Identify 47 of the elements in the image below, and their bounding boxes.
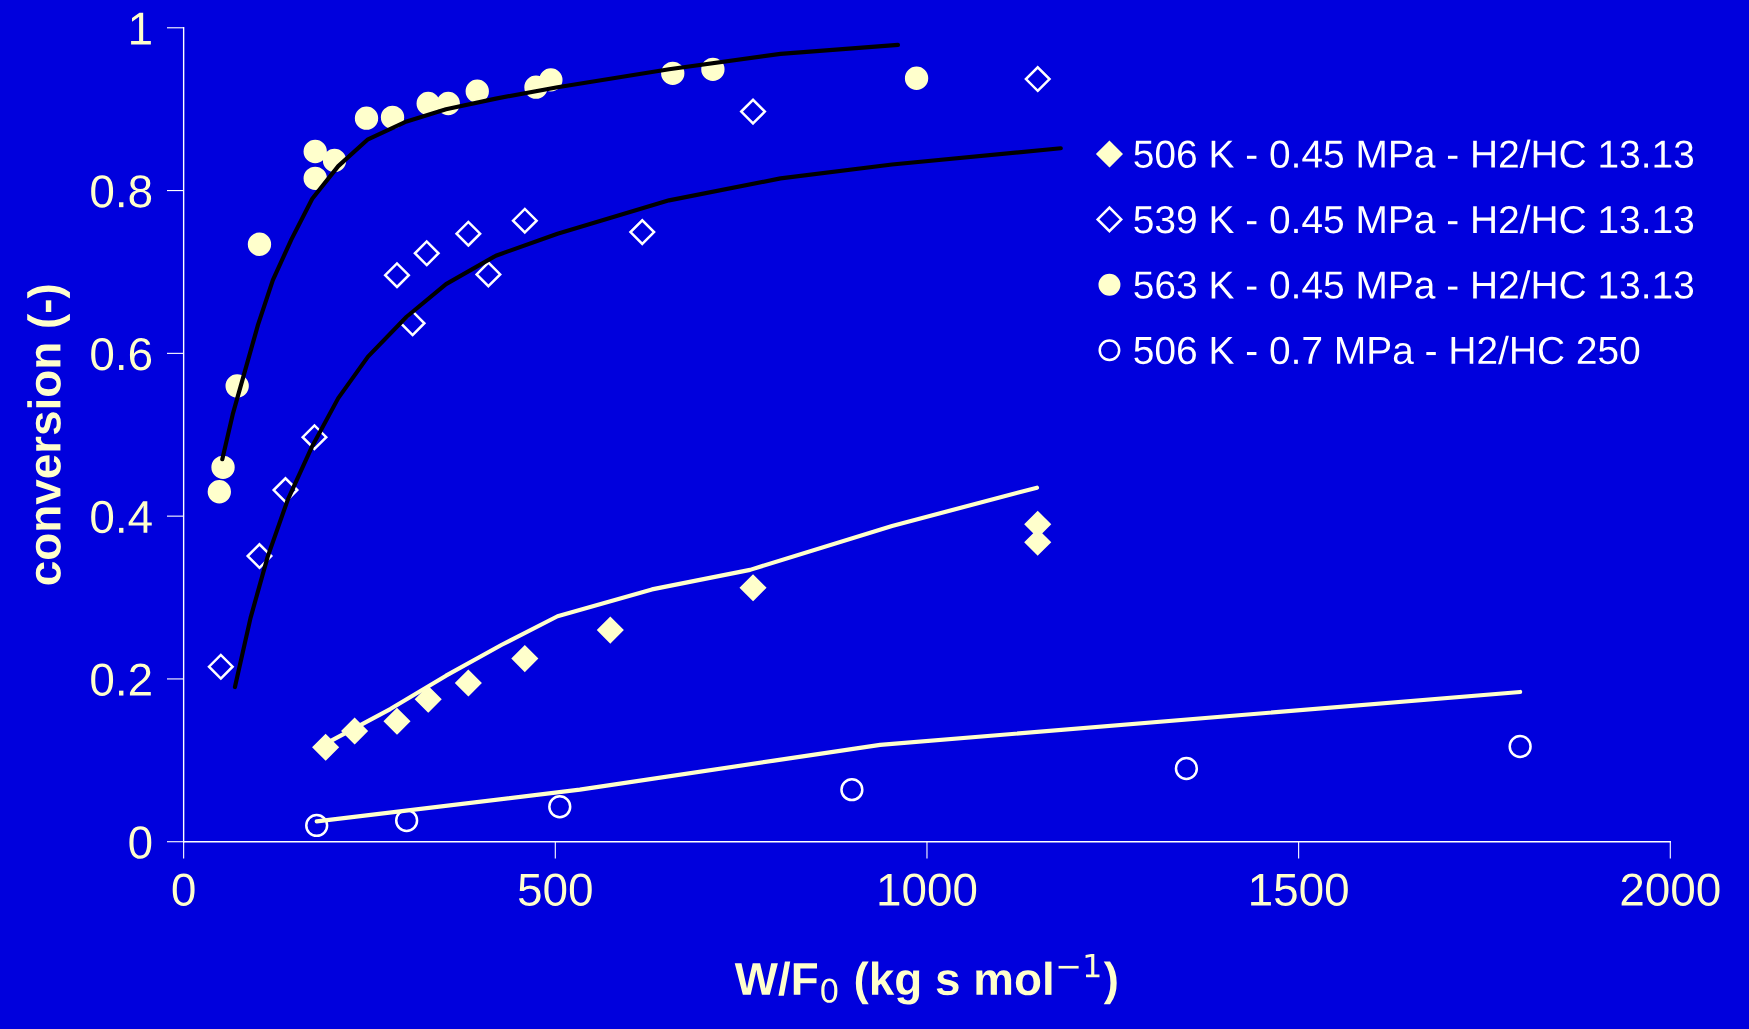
y-tick-label: 0	[129, 826, 152, 859]
x-tick-label: 0	[172, 873, 195, 906]
x-tick-label: 500	[518, 873, 592, 906]
point	[413, 240, 440, 267]
y-tick-label: 0.8	[91, 175, 152, 208]
point	[415, 686, 442, 713]
point	[247, 232, 272, 256]
point	[455, 669, 482, 697]
point	[629, 219, 656, 246]
point	[465, 79, 489, 103]
y-tick-label: 0.6	[91, 337, 152, 371]
legend-label: 506 K - 0.7 MPa - H2/HC 250	[1134, 335, 1640, 365]
line-series	[232, 146, 1063, 690]
x-axis-title: W/F$_{0}$ (kg s mol$^{−1}$)	[734, 953, 1117, 1005]
point	[303, 139, 327, 164]
x-tick-label: 1000	[879, 873, 977, 906]
point	[511, 207, 538, 234]
point	[904, 66, 929, 90]
point	[840, 777, 864, 802]
y-tick-label: 0.2	[91, 663, 151, 696]
y-axis-title: conversion (-)	[27, 285, 70, 585]
point	[354, 106, 379, 130]
point	[207, 653, 234, 680]
legend-label: 563 K - 0.45 MPa - H2/HC 13.13	[1134, 270, 1694, 299]
x-tick-label: 2000	[1621, 873, 1720, 906]
x-tick-label: 1500	[1251, 873, 1348, 906]
legend-label: 539 K - 0.45 MPa - H2/HC 13.13	[1134, 204, 1694, 234]
point	[207, 480, 231, 504]
point	[305, 813, 329, 838]
point	[1508, 734, 1532, 759]
point	[1174, 756, 1199, 781]
point	[301, 424, 328, 451]
point	[475, 261, 502, 288]
legend-label: 506 K - 0.45 MPa - H2/HC 13.13	[1134, 139, 1694, 168]
y-tick-label: 0.4	[91, 500, 152, 534]
point	[511, 645, 538, 672]
point	[740, 574, 767, 601]
point	[740, 98, 767, 125]
point	[1024, 66, 1051, 93]
point	[303, 166, 327, 191]
point	[597, 617, 624, 644]
point	[455, 220, 482, 247]
point	[383, 262, 411, 289]
y-tick-label: 1	[131, 12, 151, 45]
point	[548, 795, 572, 819]
point	[211, 455, 235, 479]
point	[383, 708, 411, 735]
